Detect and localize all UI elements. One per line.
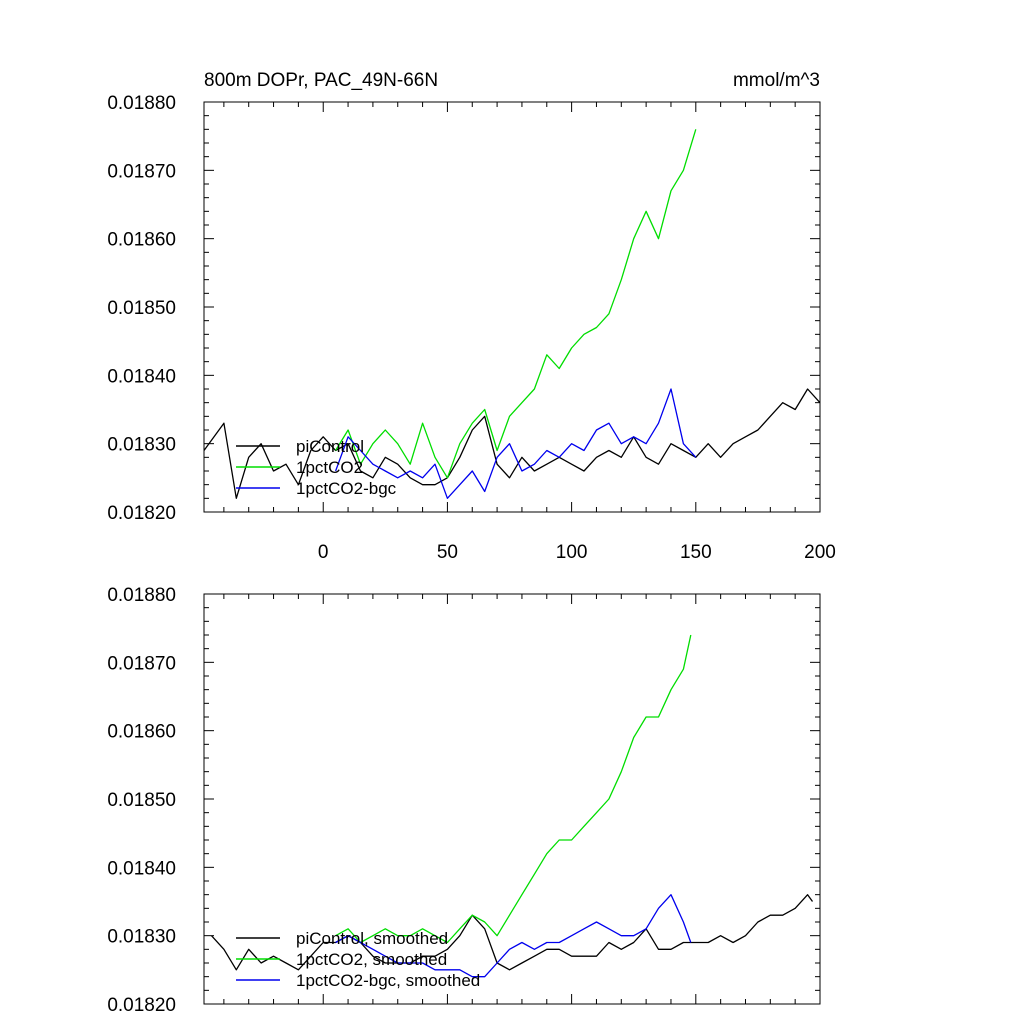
units-label: mmol/m^3 xyxy=(733,70,820,91)
series-line xyxy=(334,388,697,499)
series-line xyxy=(203,388,821,499)
y-tick-label: 0.01880 xyxy=(107,93,176,114)
y-tick-label: 0.01820 xyxy=(107,503,176,524)
y-tick-label: 0.01870 xyxy=(107,653,176,674)
legend: piControl, smoothed 1pctCO2, smoothed 1pct… xyxy=(236,929,480,990)
bottom-panel: 0.01820 0.01830 0.01840 0.01850 0.01860 0.018… xyxy=(107,585,821,1016)
series-group xyxy=(203,129,821,499)
y-tick-label: 0.01830 xyxy=(107,927,176,948)
axis-ticks: 0.01820 0.01830 0.01840 0.01850 0.01860 0.018… xyxy=(107,585,821,1016)
chart-title: 800m DOPr, PAC_49N-66N xyxy=(204,70,438,91)
series-line xyxy=(335,634,692,944)
y-tick-label: 0.01830 xyxy=(107,435,176,456)
y-tick-label: 0.01840 xyxy=(107,858,176,879)
legend-label: 1pctCO2, smoothed xyxy=(296,950,447,969)
y-tick-label: 0.01870 xyxy=(107,161,176,182)
x-tick-label: 0 xyxy=(318,542,329,563)
axis-ticks: 0.01820 0.01830 0.01840 0.01850 0.01860 0.018… xyxy=(107,93,836,563)
legend: piControl 1pctCO2 1pctCO2-bgc xyxy=(236,437,397,498)
x-tick-label: 150 xyxy=(680,542,712,563)
y-tick-label: 0.01850 xyxy=(107,298,176,319)
legend-label: piControl, smoothed xyxy=(296,929,448,948)
x-tick-label: 50 xyxy=(437,542,458,563)
y-tick-label: 0.01860 xyxy=(107,722,176,743)
series-line xyxy=(211,894,814,971)
legend-label: piControl xyxy=(296,437,364,456)
y-tick-label: 0.01880 xyxy=(107,585,176,606)
series-line xyxy=(335,129,697,479)
top-panel: 800m DOPr, PAC_49N-66N mmol/m^3 0.018200… xyxy=(107,70,836,563)
legend-label: 1pctCO2 xyxy=(296,458,363,477)
y-tick-label: 0.01850 xyxy=(107,790,176,811)
series-group xyxy=(211,634,814,978)
x-tick-label: 100 xyxy=(556,542,588,563)
y-tick-label: 0.01860 xyxy=(107,230,176,251)
series-line xyxy=(335,894,692,978)
legend-label: 1pctCO2-bgc, smoothed xyxy=(296,971,480,990)
y-tick-label: 0.01840 xyxy=(107,366,176,387)
y-tick-label: 0.01820 xyxy=(107,995,176,1016)
legend-label: 1pctCO2-bgc xyxy=(296,479,397,498)
x-tick-label: 200 xyxy=(804,542,836,563)
